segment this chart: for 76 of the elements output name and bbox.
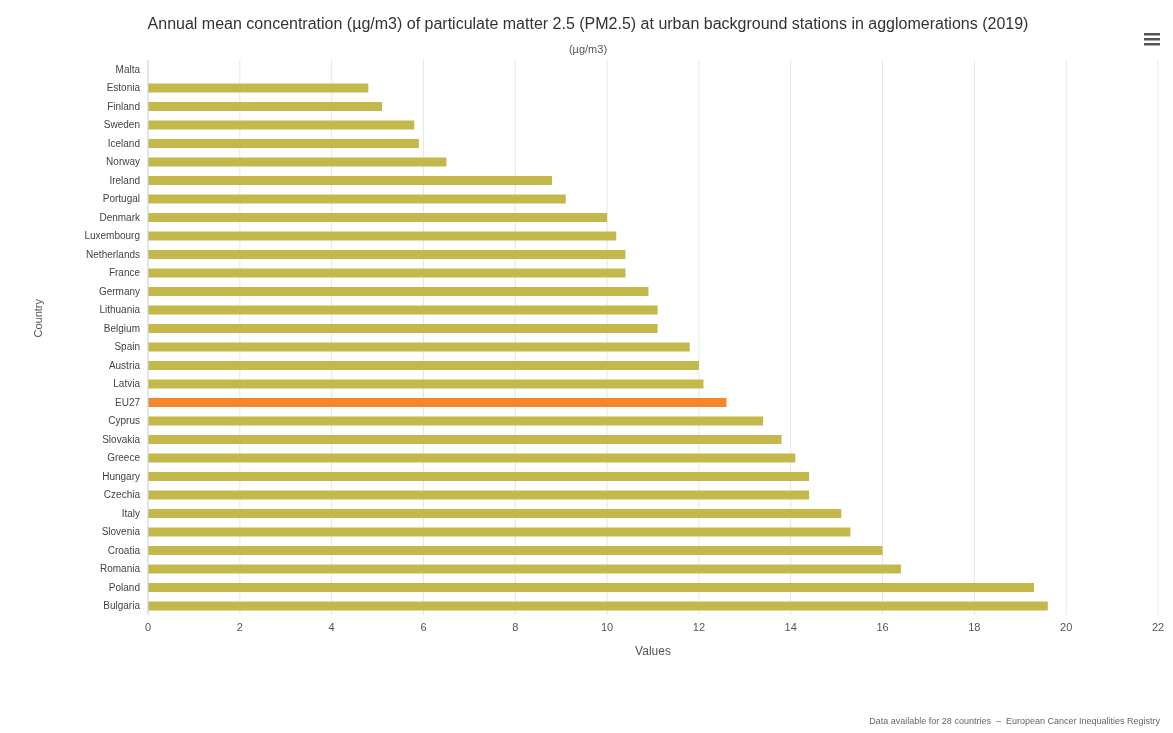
y-tick-label: Cyprus [108, 415, 140, 427]
x-tick-label: 0 [144, 620, 152, 633]
text: Data available for 28 countries – European Cancer Inequalities Registry [869, 716, 1160, 726]
bar [148, 250, 626, 259]
x-tick-label: 16 [876, 620, 889, 633]
bar [148, 342, 690, 352]
bar [148, 398, 727, 407]
y-tick-label: Ireland [109, 174, 140, 186]
y-tick-label: Lithuania [99, 304, 141, 316]
y-tick-label: Norway [106, 156, 140, 168]
bar [148, 213, 608, 222]
bar [148, 601, 1048, 611]
chart-title: Annual mean concentration (µg/m3) of particulate matter 2.5 (PM2.5) at urban background stations in agglomerations (2019) [146, 14, 1030, 33]
y-tick-label: Latvia [113, 378, 141, 390]
y-tick-label: Austria [108, 359, 141, 371]
bar [148, 324, 658, 333]
x-tick-label: 8 [512, 620, 519, 633]
bar [148, 472, 810, 481]
y-tick-label: Luxembourg [84, 230, 140, 242]
bar [148, 527, 851, 537]
bar [148, 305, 658, 315]
y-tick-label: Estonia [106, 82, 141, 94]
bar [148, 564, 901, 574]
bar [148, 453, 796, 463]
x-tick-label: 22 [1151, 620, 1165, 633]
bar [148, 416, 764, 426]
y-tick-label: Croatia [107, 544, 141, 556]
x-tick-label: 6 [420, 620, 427, 633]
y-tick-label: Sweden [103, 119, 140, 131]
bar [148, 509, 842, 518]
y-tick-label: Poland [108, 581, 140, 593]
bar [148, 194, 566, 204]
bar [148, 157, 447, 167]
y-tick-label: Belgium [103, 322, 140, 334]
bar [148, 435, 782, 444]
y-tick-label: Iceland [107, 137, 140, 149]
chart-subtitle: (µg/m3) [567, 43, 609, 55]
x-tick-label: 20 [1060, 620, 1073, 633]
y-tick-label: Denmark [99, 211, 141, 223]
y-tick-label: Spain [114, 341, 140, 353]
x-axis-title: Values [635, 644, 671, 658]
x-tick-label: 10 [600, 620, 614, 633]
y-tick-label: Hungary [102, 470, 140, 482]
y-tick-label: Romania [99, 563, 141, 575]
y-tick-label: Slovakia [102, 433, 141, 445]
y-tick-label: Malta [115, 63, 141, 75]
x-tick-label: 18 [968, 620, 981, 633]
bar [148, 139, 419, 148]
y-tick-label: France [108, 267, 141, 279]
bar [148, 231, 617, 241]
bar [148, 102, 383, 111]
bar [148, 268, 626, 278]
y-tick-label: Bulgaria [103, 600, 141, 612]
y-tick-label: Greece [107, 452, 141, 464]
y-tick-label: Netherlands [86, 248, 140, 260]
y-tick-label: Czechia [103, 489, 141, 501]
bar [148, 120, 415, 130]
bar [148, 379, 704, 389]
y-tick-label: Portugal [102, 193, 140, 205]
bar [148, 287, 649, 296]
y-axis-title: Country [31, 298, 44, 338]
bar [148, 490, 810, 500]
x-tick-label: 12 [692, 620, 706, 633]
bar [148, 83, 369, 93]
x-tick-label: 2 [236, 620, 243, 633]
bar [148, 361, 699, 370]
y-tick-label: Slovenia [101, 526, 141, 538]
x-tick-label: 14 [784, 620, 797, 633]
bar [148, 583, 1035, 592]
y-tick-label: Finland [107, 100, 140, 112]
bar [148, 176, 552, 185]
y-tick-label: Italy [121, 507, 140, 519]
y-tick-label: Germany [98, 285, 140, 297]
y-tick-label: EU27 [114, 396, 141, 408]
x-tick-label: 4 [328, 620, 335, 633]
bar [148, 546, 883, 555]
